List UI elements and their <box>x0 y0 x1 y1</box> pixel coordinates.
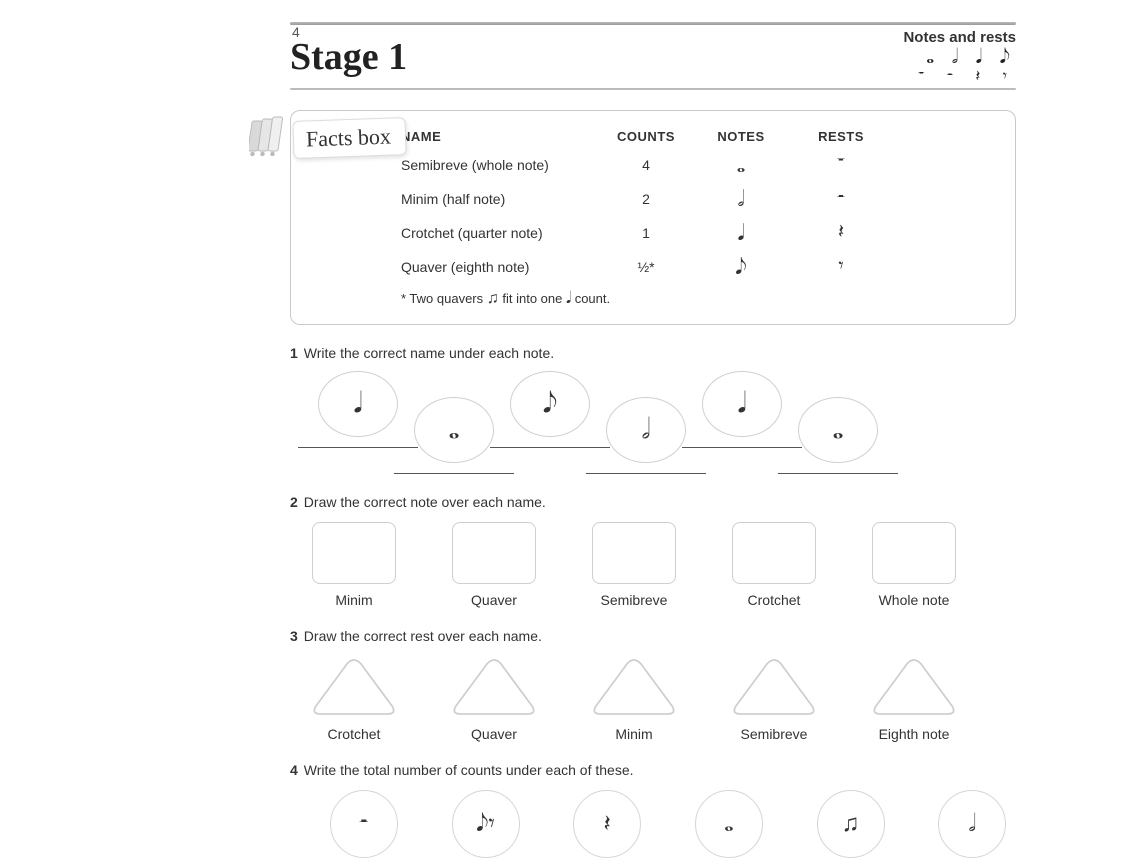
tri-label: Crotchet <box>328 726 381 742</box>
draw-box[interactable] <box>452 522 536 584</box>
exercise-3: 3 Draw the correct rest over each name. C… <box>290 628 1016 742</box>
draw-triangle[interactable] <box>449 656 539 718</box>
exercise-4: 4 Write the total number of counts under … <box>290 762 1016 858</box>
semibreve-icon: 𝅝 <box>724 810 734 838</box>
table-row: Semibreve (whole note) <box>401 157 601 173</box>
rest-glyph: 𝄼 <box>791 187 891 210</box>
answer-line[interactable] <box>682 447 802 448</box>
footnote-text: count. <box>571 291 610 306</box>
answer-line[interactable] <box>394 473 514 474</box>
rest-glyph: 𝄻 <box>791 153 891 176</box>
crotchet-icon: 𝅘𝅥 <box>738 387 747 420</box>
table-row: Crotchet (quarter note) <box>401 225 601 241</box>
draw-box[interactable] <box>732 522 816 584</box>
note-glyph: 𝅝 <box>691 152 791 178</box>
note-glyph: 𝅘𝅥 <box>691 220 791 246</box>
ex-prompt: Draw the correct rest over each name. <box>304 628 542 644</box>
box-label: Minim <box>335 592 372 608</box>
note-oval: 𝅝 <box>798 397 878 463</box>
box-label: Quaver <box>471 592 517 608</box>
tri-label: Eighth note <box>879 726 950 742</box>
facts-footnote: * Two quavers ♫ fit into one 𝅘𝅥 count. <box>401 290 991 308</box>
notes-row-glyphs: 𝅝 𝅗𝅥 𝅘𝅥 𝅘𝅥𝅮 <box>903 46 1016 68</box>
th-name: NAME <box>401 129 601 144</box>
table-row: Quaver (eighth note) <box>401 259 601 275</box>
binder-icon <box>249 115 289 159</box>
tri-label: Quaver <box>471 726 517 742</box>
box-label: Whole note <box>879 592 950 608</box>
stage-title: Stage 1 <box>290 35 407 79</box>
draw-box[interactable] <box>592 522 676 584</box>
exercise-1: 1 Write the correct name under each note.… <box>290 345 1016 474</box>
quaver-plus-rest-icon: 𝅘𝅥𝅮𝄾 <box>476 810 495 838</box>
table-cell: 2 <box>601 191 691 207</box>
ex-prompt: Write the total number of counts under e… <box>304 762 634 778</box>
footnote-text: * Two quavers <box>401 291 487 306</box>
tri-label: Minim <box>615 726 652 742</box>
footnote-text: fit into one <box>499 291 566 306</box>
ex-prompt: Draw the correct note over each name. <box>304 494 546 510</box>
answer-line[interactable] <box>778 473 898 474</box>
draw-triangle[interactable] <box>729 656 819 718</box>
semibreve-icon: 𝅝 <box>832 413 843 446</box>
table-cell: 1 <box>601 225 691 241</box>
count-circle: 𝄼 <box>330 790 398 858</box>
beamed-quavers-icon: ♫ <box>842 810 860 838</box>
th-rests: RESTS <box>791 129 891 144</box>
quaver-icon: 𝅘𝅥𝅮 <box>543 387 558 420</box>
facts-box: Facts box NAME COUNTS NOTES RESTS Semibr… <box>290 110 1016 325</box>
note-oval: 𝅘𝅥𝅮 <box>510 371 590 437</box>
count-circle: 𝅗𝅥 <box>938 790 1006 858</box>
notes-rests-block: Notes and rests 𝅝 𝅗𝅥 𝅘𝅥 𝅘𝅥𝅮 𝄻 𝄼 𝄽 𝄾 <box>903 29 1016 86</box>
draw-triangle[interactable] <box>589 656 679 718</box>
notes-rests-label: Notes and rests <box>903 29 1016 46</box>
count-circle: 𝅘𝅥𝅮𝄾 <box>452 790 520 858</box>
note-glyph: 𝅗𝅥 <box>691 186 791 212</box>
table-cell: 4 <box>601 157 691 173</box>
note-oval: 𝅝 <box>414 397 494 463</box>
box-label: Semibreve <box>601 592 668 608</box>
tri-label: Semibreve <box>741 726 808 742</box>
table-row: Minim (half note) <box>401 191 601 207</box>
beamed-quavers-icon: ♫ <box>487 290 499 307</box>
note-oval: 𝅗𝅥 <box>606 397 686 463</box>
count-circle: 𝅝 <box>695 790 763 858</box>
minim-icon: 𝅗𝅥 <box>968 810 976 838</box>
answer-line[interactable] <box>298 447 418 448</box>
answer-line[interactable] <box>490 447 610 448</box>
divider-bottom <box>290 88 1016 90</box>
ex-number: 2 <box>290 494 298 510</box>
th-notes: NOTES <box>691 129 791 144</box>
draw-box[interactable] <box>872 522 956 584</box>
semibreve-icon: 𝅝 <box>448 413 459 446</box>
th-counts: COUNTS <box>601 129 691 144</box>
crotchet-rest-icon: 𝄽 <box>603 810 610 838</box>
count-circle: 𝄽 <box>573 790 641 858</box>
note-glyph: 𝅘𝅥𝅮 <box>691 254 791 280</box>
draw-triangle[interactable] <box>309 656 399 718</box>
answer-line[interactable] <box>586 473 706 474</box>
ex-number: 1 <box>290 345 298 361</box>
table-cell: ½* <box>601 259 691 275</box>
exercise-2: 2 Draw the correct note over each name. M… <box>290 494 1016 608</box>
rest-glyph: 𝄽 <box>791 221 891 244</box>
crotchet-icon: 𝅘𝅥 <box>354 387 363 420</box>
draw-box[interactable] <box>312 522 396 584</box>
note-oval: 𝅘𝅥 <box>702 371 782 437</box>
facts-label: Facts box <box>292 117 406 159</box>
count-circle: ♫ <box>817 790 885 858</box>
facts-table: NAME COUNTS NOTES RESTS Semibreve (whole… <box>401 129 991 280</box>
box-label: Crotchet <box>748 592 801 608</box>
note-oval: 𝅘𝅥 <box>318 371 398 437</box>
minim-rest-icon: 𝄼 <box>359 810 368 838</box>
ex-number: 3 <box>290 628 298 644</box>
page-number: 4 <box>292 24 300 40</box>
ex-number: 4 <box>290 762 298 778</box>
rests-row-glyphs: 𝄻 𝄼 𝄽 𝄾 <box>903 68 1016 86</box>
minim-icon: 𝅗𝅥 <box>642 413 651 446</box>
draw-triangle[interactable] <box>869 656 959 718</box>
ex-prompt: Write the correct name under each note. <box>304 345 554 361</box>
rest-glyph: 𝄾 <box>791 255 891 278</box>
